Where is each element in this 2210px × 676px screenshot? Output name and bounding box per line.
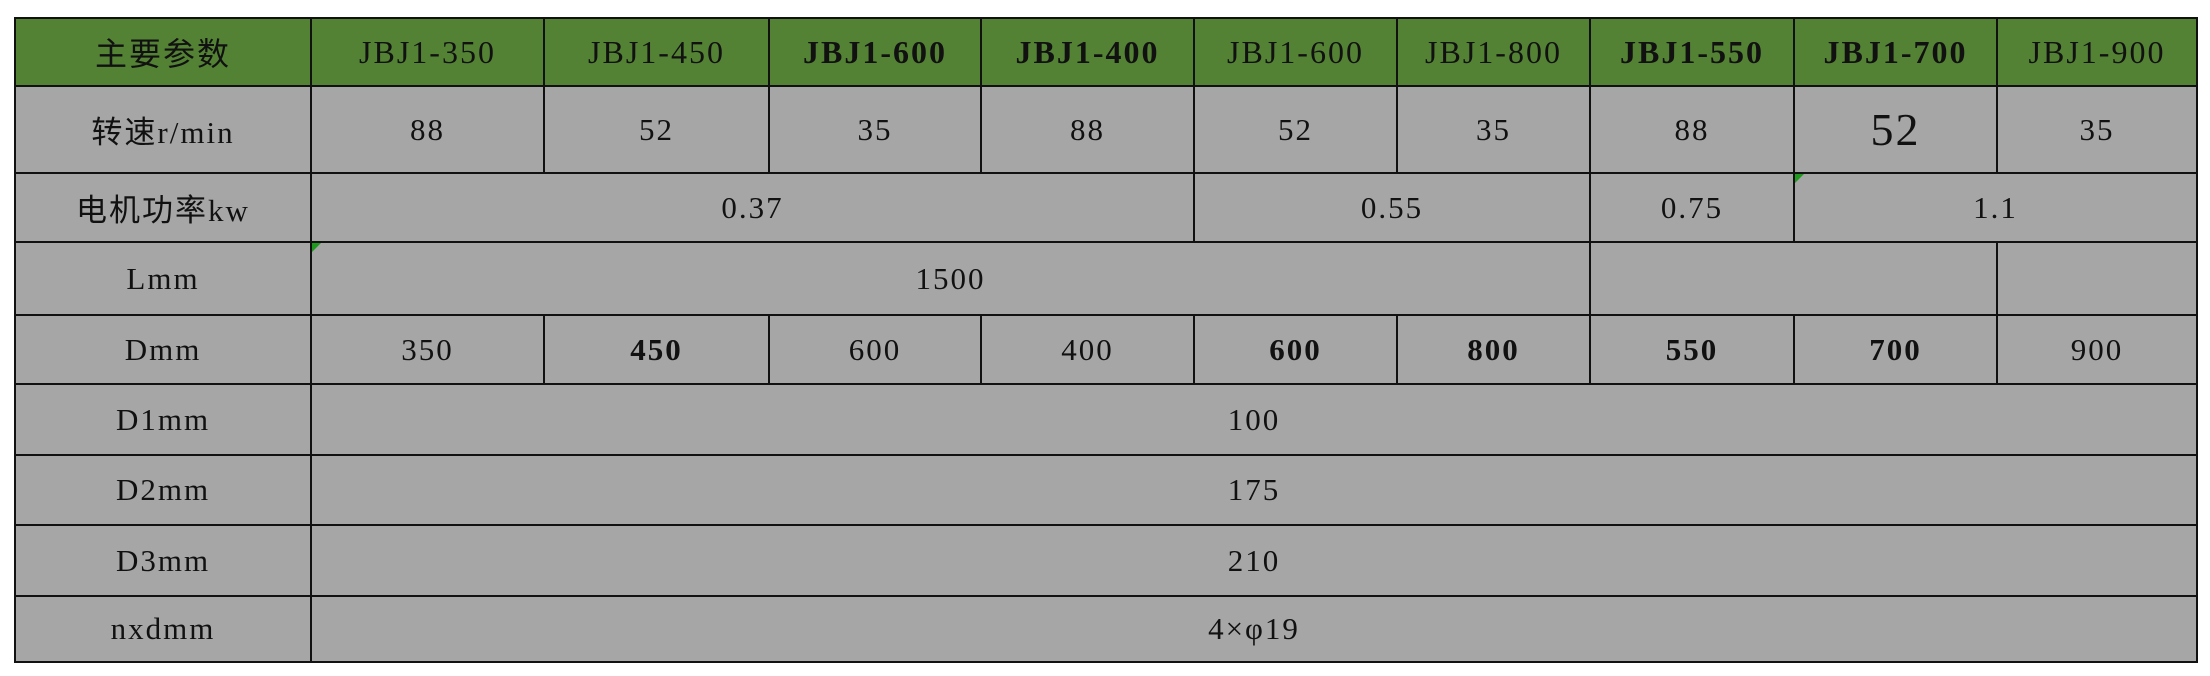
table-cell: 52 <box>543 85 770 174</box>
table-cell: 1.1 <box>1793 172 2198 243</box>
table-cell: 350 <box>310 314 545 385</box>
row-label: 电机功率kw <box>14 172 312 243</box>
d2-row: D2mm 175 <box>14 454 2198 526</box>
table-cell: 800 <box>1396 314 1591 385</box>
model-header: JBJ1-600 <box>768 17 982 87</box>
row-label: D1mm <box>14 383 312 456</box>
model-header: JBJ1-450 <box>543 17 770 87</box>
model-header: JBJ1-800 <box>1396 17 1591 87</box>
row-label: 转速r/min <box>14 85 312 174</box>
row-label: nxdmm <box>14 595 312 663</box>
table-cell <box>1996 241 2198 316</box>
table-cell: 35 <box>1996 85 2198 174</box>
table-cell: 35 <box>1396 85 1591 174</box>
model-header: JBJ1-600 <box>1193 17 1398 87</box>
table-cell <box>1589 241 1998 316</box>
d3-row: D3mm 210 <box>14 524 2198 597</box>
row-label: Lmm <box>14 241 312 316</box>
table-cell: 88 <box>980 85 1195 174</box>
row-label: D2mm <box>14 454 312 526</box>
table-cell: 100 <box>310 383 2198 456</box>
table-cell: 0.37 <box>310 172 1195 243</box>
table-cell: 900 <box>1996 314 2198 385</box>
table-cell: 1500 <box>310 241 1591 316</box>
table-cell: 52 <box>1793 85 1998 174</box>
table-cell: 35 <box>768 85 982 174</box>
table-cell: 700 <box>1793 314 1998 385</box>
table-cell: 600 <box>768 314 982 385</box>
d1-row: D1mm 100 <box>14 383 2198 456</box>
header-label: 主要参数 <box>14 17 312 87</box>
speed-row: 转速r/min 88 52 35 88 52 35 88 52 35 <box>14 85 2198 174</box>
power-row: 电机功率kw 0.37 0.55 0.75 1.1 <box>14 172 2198 243</box>
length-row: Lmm 1500 <box>14 241 2198 316</box>
row-label: Dmm <box>14 314 312 385</box>
row-label: D3mm <box>14 524 312 597</box>
table-cell: 450 <box>543 314 770 385</box>
table-cell: 210 <box>310 524 2198 597</box>
table-cell: 0.55 <box>1193 172 1591 243</box>
model-header: JBJ1-700 <box>1793 17 1998 87</box>
table-cell: 175 <box>310 454 2198 526</box>
parameter-table: 主要参数 JBJ1-350 JBJ1-450 JBJ1-600 JBJ1-400… <box>14 17 2198 663</box>
diameter-row: Dmm 350 450 600 400 600 800 550 700 900 <box>14 314 2198 385</box>
table-cell: 88 <box>1589 85 1795 174</box>
table-cell: 0.75 <box>1589 172 1795 243</box>
holes-row: nxdmm 4×φ19 <box>14 595 2198 663</box>
model-header: JBJ1-350 <box>310 17 545 87</box>
table-cell: 400 <box>980 314 1195 385</box>
table-cell: 52 <box>1193 85 1398 174</box>
table-cell: 550 <box>1589 314 1795 385</box>
model-header: JBJ1-400 <box>980 17 1195 87</box>
model-header: JBJ1-550 <box>1589 17 1795 87</box>
header-row: 主要参数 JBJ1-350 JBJ1-450 JBJ1-600 JBJ1-400… <box>14 17 2198 87</box>
table-cell: 600 <box>1193 314 1398 385</box>
table-cell: 88 <box>310 85 545 174</box>
model-header: JBJ1-900 <box>1996 17 2198 87</box>
table-cell: 4×φ19 <box>310 595 2198 663</box>
